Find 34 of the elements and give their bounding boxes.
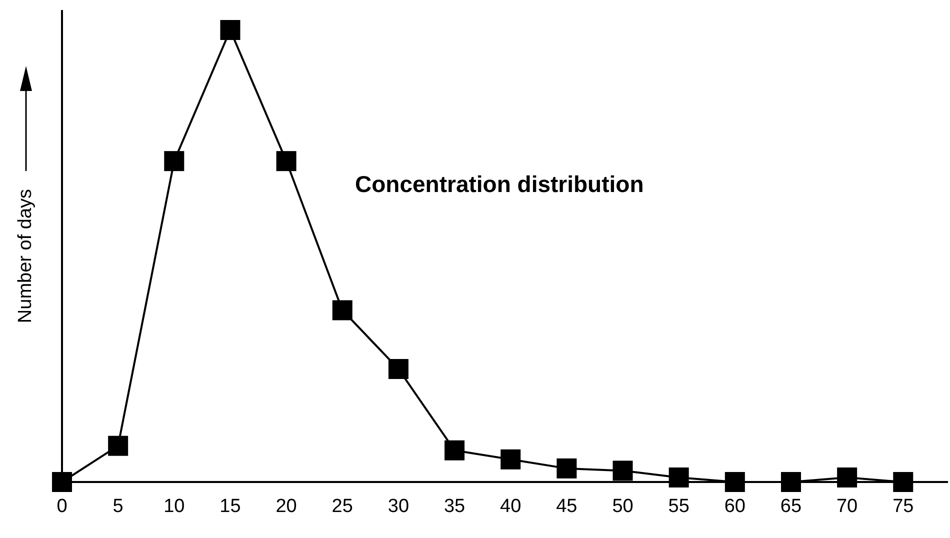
- point: [332, 300, 352, 320]
- point: [724, 472, 745, 492]
- point: [276, 151, 296, 172]
- point: [893, 472, 914, 492]
- point: [388, 359, 408, 379]
- x-tick-label: 65: [780, 496, 802, 517]
- point: [668, 467, 689, 488]
- point: [837, 467, 858, 488]
- x-tick-label: 45: [556, 496, 578, 517]
- x-tick-label: 35: [444, 496, 466, 517]
- point: [500, 449, 521, 470]
- x-tick-label: 60: [724, 496, 746, 517]
- point: [108, 436, 128, 456]
- y-axis-title: Number of days: [15, 188, 36, 324]
- x-tick-label: 70: [836, 496, 858, 517]
- x-tick-label: 75: [892, 496, 914, 517]
- x-tick-label: 40: [500, 496, 522, 517]
- x-tick-label: 10: [164, 496, 185, 517]
- point: [556, 458, 577, 478]
- point: [612, 460, 633, 481]
- point: [780, 472, 801, 492]
- x-tick-label: 20: [276, 496, 297, 517]
- x-tick-label: 15: [220, 496, 241, 517]
- x-tick-label: 25: [332, 496, 353, 517]
- point: [220, 20, 240, 40]
- annotation: Concentration distribution: [355, 171, 644, 197]
- x-tick-label: 30: [388, 496, 410, 517]
- point: [52, 472, 72, 492]
- point: [164, 151, 184, 172]
- x-tick-label: 50: [612, 496, 634, 517]
- x-tick-label: 55: [668, 496, 690, 517]
- point: [444, 440, 465, 460]
- x-tick-label: 0: [56, 496, 68, 517]
- x-tick-label: 5: [112, 496, 124, 517]
